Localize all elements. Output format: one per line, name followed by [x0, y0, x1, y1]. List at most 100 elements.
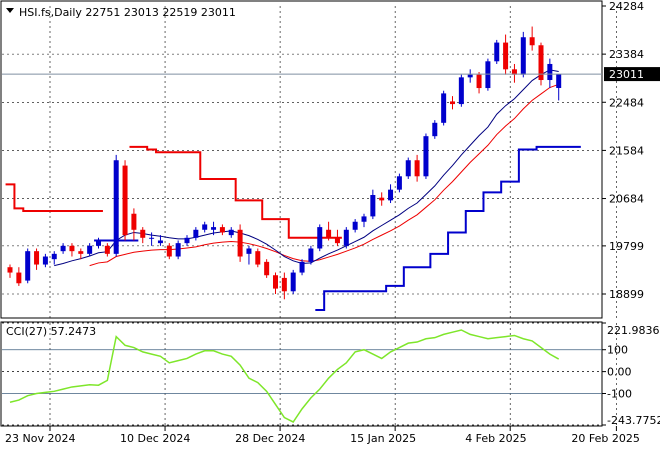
- candle-body: [334, 237, 340, 244]
- price-tick-label: 20684: [609, 193, 644, 206]
- candle-body: [140, 229, 146, 238]
- ma-fast-line: [54, 69, 559, 267]
- price-grid: [2, 6, 617, 425]
- price-tick-label: 24284: [609, 0, 644, 13]
- stop-line-high: [129, 145, 342, 239]
- cci-label: CCI(27) 57.2473: [6, 325, 96, 338]
- price-tick-label: 18899: [609, 288, 644, 301]
- x-tick-label: 23 Nov 2024: [5, 432, 75, 445]
- last-price-box: [604, 67, 660, 82]
- candle-body: [556, 74, 562, 88]
- price-panel-frame: [0, 0, 603, 319]
- candle-body: [299, 261, 305, 273]
- price-tick-label: 19799: [609, 240, 644, 253]
- x-tick-label: 4 Feb 2025: [465, 432, 526, 445]
- candle-body: [228, 229, 234, 236]
- candle-body: [361, 216, 367, 222]
- candle-body: [529, 37, 535, 46]
- candle-body: [547, 63, 553, 81]
- candle-body: [352, 221, 358, 230]
- stop-line-low: [315, 145, 581, 311]
- collapse-triangle-icon[interactable]: [6, 8, 14, 13]
- candle-body: [450, 101, 455, 105]
- candle-body: [104, 245, 110, 254]
- candle-body: [184, 237, 190, 244]
- cci-axis: 221.9836 100 0.00 -100 -243.7752: [602, 322, 660, 427]
- candle-body: [441, 93, 447, 123]
- candle-body: [370, 195, 376, 217]
- candle-body: [60, 245, 66, 252]
- x-axis: 23 Nov 2024 10 Dec 2024 28 Dec 2024 15 Jan …: [5, 426, 640, 445]
- candle-body: [520, 37, 526, 75]
- candle-body: [193, 229, 199, 238]
- price-tick-label: 22484: [609, 96, 644, 109]
- candle-body: [113, 160, 119, 254]
- candle-body: [326, 229, 332, 238]
- candle-body: [219, 227, 225, 233]
- cci-tick-label: 221.9836: [607, 324, 660, 337]
- candle-body: [273, 275, 278, 289]
- candle-body: [432, 122, 438, 137]
- last-price-label: 23011: [609, 68, 644, 81]
- cci-panel-frame: [0, 321, 603, 427]
- candle-body: [157, 240, 163, 244]
- candle-body: [485, 61, 491, 89]
- price-tick-label: 23384: [609, 48, 644, 61]
- candle-body: [458, 77, 464, 105]
- candle-body: [308, 248, 314, 262]
- candle-body: [281, 277, 287, 292]
- candle-body: [538, 45, 544, 81]
- candle-body: [7, 267, 13, 273]
- stop-lines: [5, 145, 581, 311]
- candle-body: [25, 251, 31, 281]
- candle-body: [42, 256, 48, 265]
- candle-body: [423, 136, 429, 177]
- candle-body: [317, 227, 323, 249]
- candle-body: [503, 42, 509, 70]
- candlesticks: [7, 26, 562, 300]
- candle-body: [202, 224, 208, 230]
- price-tick-label: 21584: [609, 144, 644, 157]
- candle-body: [255, 251, 261, 265]
- x-tick-label: 15 Jan 2025: [350, 432, 416, 445]
- price-axis: 24284 23384 22484 21584 20684 19799 18899: [602, 0, 644, 301]
- candle-body: [96, 240, 101, 246]
- candle-body: [211, 227, 217, 230]
- candle-body: [16, 272, 22, 284]
- cci-tick-label: 0.00: [607, 366, 632, 379]
- candle-body: [476, 74, 482, 89]
- cci-tick-label: 100: [607, 344, 628, 357]
- candle-body: [379, 197, 385, 201]
- candle-body: [175, 243, 181, 257]
- x-tick-label: 10 Dec 2024: [120, 432, 190, 445]
- candle-body: [87, 245, 93, 254]
- candle-body: [51, 253, 57, 260]
- x-tick-label: 20 Feb 2025: [571, 432, 639, 445]
- candle-body: [264, 261, 270, 276]
- candle-body: [166, 245, 172, 257]
- cci-grid: [2, 322, 602, 426]
- candle-body: [78, 251, 84, 254]
- candle-body: [414, 160, 420, 177]
- candle-body: [405, 160, 411, 177]
- candle-body: [237, 229, 243, 257]
- candle-body: [122, 165, 128, 236]
- candle-body: [343, 229, 349, 246]
- candle-body: [69, 245, 75, 252]
- cci-line: [9, 329, 560, 423]
- candle-body: [34, 251, 40, 265]
- candle-body: [494, 42, 500, 62]
- candle-body: [131, 213, 137, 230]
- cci-tick-label: -243.7752: [607, 414, 660, 427]
- cci-tick-label: -100: [607, 388, 632, 401]
- candle-body: [246, 248, 252, 254]
- candle-body: [290, 272, 296, 292]
- symbol-header: HSI.fs,Daily 22751 23013 22519 23011: [19, 6, 236, 19]
- stop-line-high: [5, 183, 103, 213]
- candle-body: [396, 176, 402, 190]
- candle-body: [388, 189, 394, 201]
- x-tick-label: 28 Dec 2024: [235, 432, 305, 445]
- candle-body: [511, 69, 517, 75]
